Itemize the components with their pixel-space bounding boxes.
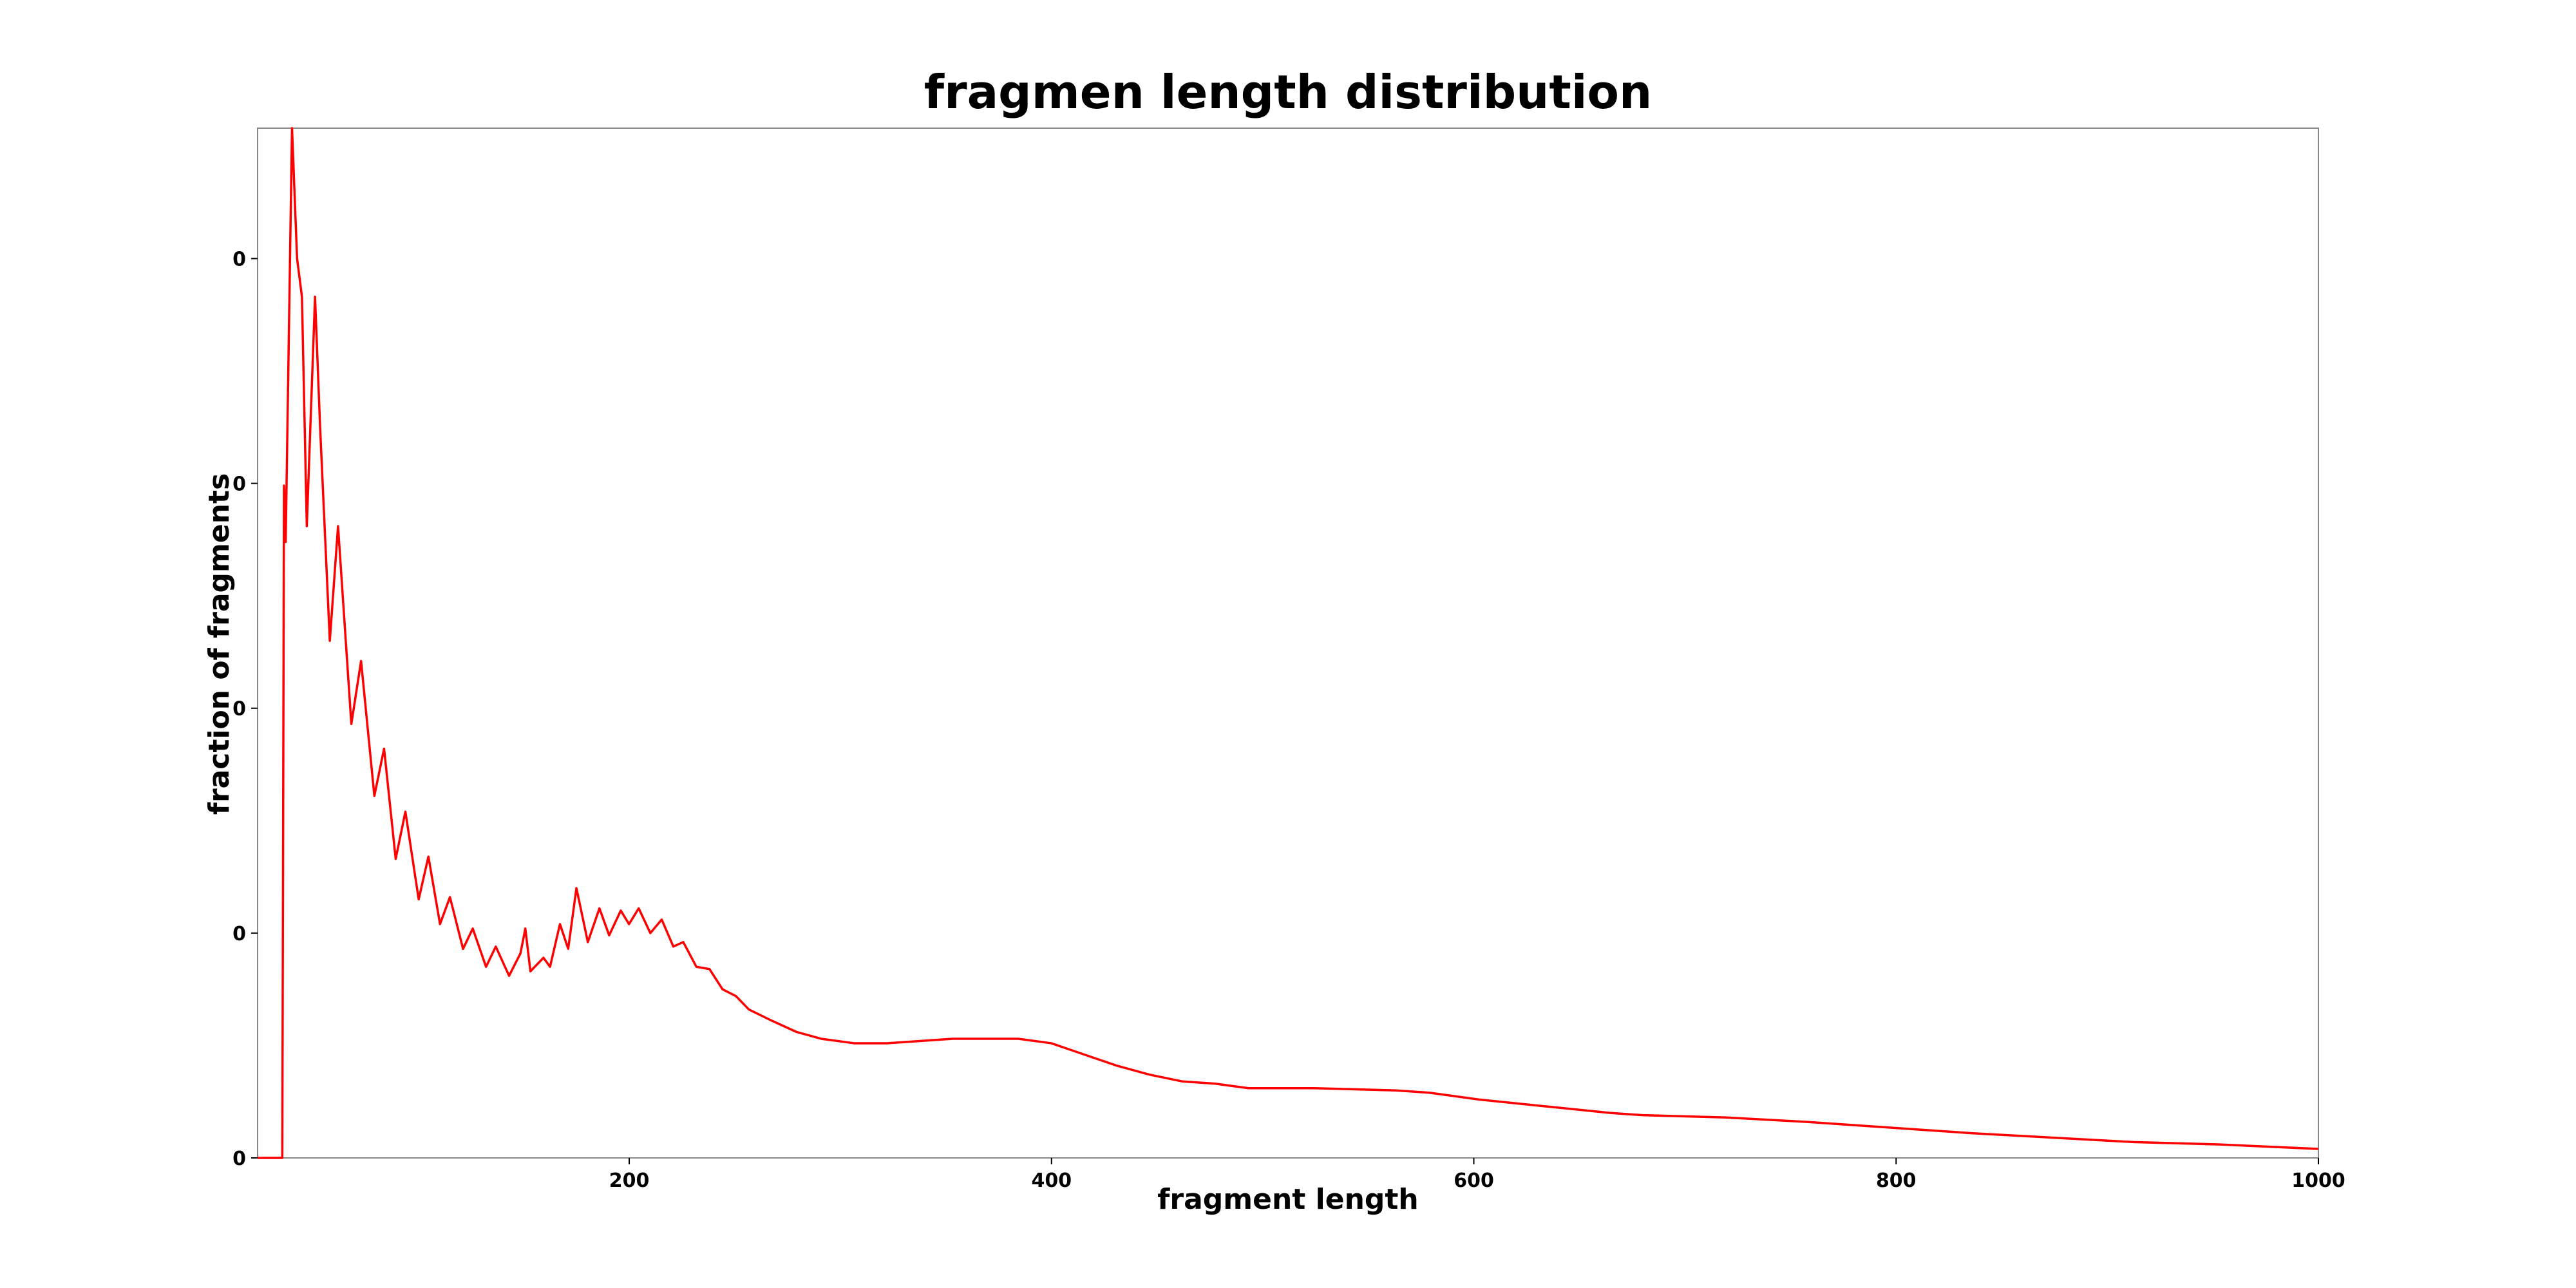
x-tick-label: 400: [1031, 1170, 1072, 1192]
x-tick-label: 200: [609, 1170, 650, 1192]
y-tick-label: 0: [232, 698, 246, 721]
y-tick-label: 0: [232, 923, 246, 945]
y-tick-label: 0: [232, 473, 246, 496]
x-axis-label: fragment length: [1157, 1183, 1419, 1216]
y-tick-label: 0: [232, 1148, 246, 1170]
plot-frame: [257, 128, 2319, 1159]
x-tick-label: 600: [1454, 1170, 1494, 1192]
y-axis-label: fraction of fragments: [203, 473, 236, 815]
x-tick-label: 800: [1876, 1170, 1917, 1192]
data-line: [258, 127, 2319, 1159]
chart-title: fragmen length distribution: [924, 65, 1652, 119]
x-tick-label: 1000: [2291, 1170, 2345, 1192]
y-tick-label: 0: [232, 248, 246, 270]
